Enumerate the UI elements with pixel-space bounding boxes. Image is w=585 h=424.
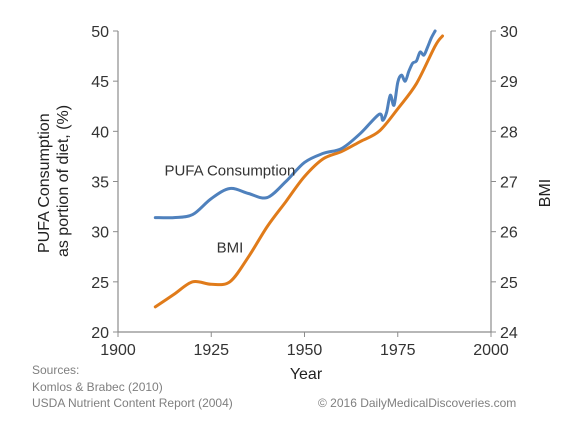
y-right-tick-label: 26 [500, 225, 518, 242]
y-right-tick-label: 30 [500, 24, 518, 41]
source-line: Komlos & Brabec (2010) [32, 380, 163, 394]
y-left-axis-label: PUFA Consumption as portion of diet, (%) [36, 105, 72, 257]
series-annotation: BMI [217, 240, 244, 257]
x-tick-label: 1925 [193, 342, 229, 359]
y-left-tick-label: 45 [91, 74, 109, 91]
y-left-tick-label: 35 [91, 175, 109, 192]
y-right-axis-label: BMI [537, 179, 554, 207]
y-right-tick-label: 25 [500, 275, 518, 292]
tick-labels: 1900 1925 1950 1975 200020253035404550242526… [91, 24, 518, 359]
y-left-axis-label-line-2: as portion of diet, (%) [55, 105, 72, 257]
x-axis-label: Year [290, 366, 323, 383]
y-right-tick-label: 29 [500, 74, 518, 91]
x-tick-label: 1950 [287, 342, 323, 359]
axes [113, 30, 496, 337]
y-right-tick-label: 28 [500, 124, 518, 141]
sources-heading: Sources: [32, 363, 80, 377]
series-lines [153, 29, 444, 309]
bmi-line [153, 34, 444, 309]
source-line: USDA Nutrient Content Report (2004) [32, 396, 233, 410]
series-annotation: PUFA Consumption [164, 162, 295, 179]
y-right-tick-label: 24 [500, 325, 518, 342]
annotations: PUFA Consumption BMI [164, 162, 295, 256]
y-left-tick-label: 20 [91, 325, 109, 342]
y-left-tick-label: 50 [91, 24, 109, 41]
x-tick-label: 2000 [473, 342, 509, 359]
copyright: © 2016 DailyMedicalDiscoveries.com [318, 396, 517, 410]
x-tick-label: 1900 [100, 342, 136, 359]
y-right-tick-label: 27 [500, 175, 518, 192]
y-left-tick-label: 30 [91, 225, 109, 242]
pufa-consumption-line [153, 29, 437, 220]
y-left-tick-label: 40 [91, 124, 109, 141]
x-tick-label: 1975 [380, 342, 416, 359]
y-left-tick-label: 25 [91, 275, 109, 292]
y-left-axis-label-line-1: PUFA Consumption [36, 113, 53, 253]
